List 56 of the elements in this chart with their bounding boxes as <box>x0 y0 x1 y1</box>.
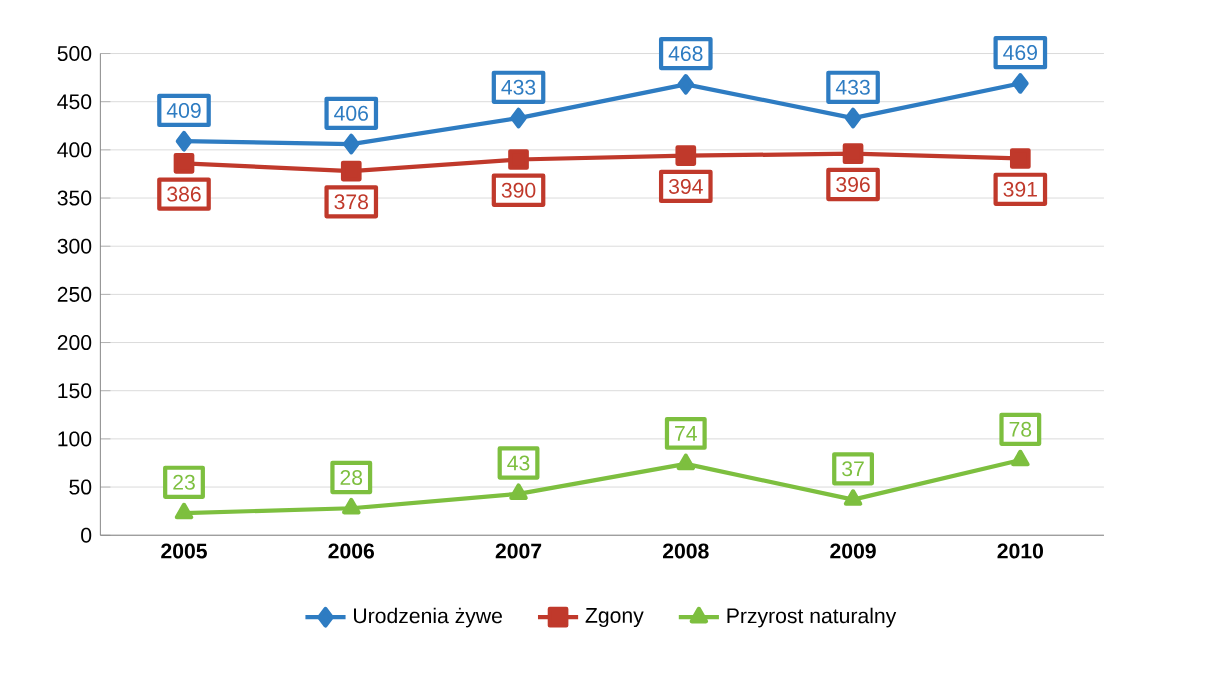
x-tick-label: 2010 <box>997 543 1043 559</box>
legend-label: Przyrost naturalny <box>727 607 897 628</box>
point <box>174 502 194 520</box>
y-tick-label: 400 <box>57 142 92 158</box>
x-tick-label: 2005 <box>161 543 207 559</box>
legend-label: Zgony <box>585 607 644 627</box>
data-label: 390 <box>501 182 536 198</box>
point <box>509 483 528 500</box>
y-tick-label: 0 <box>81 527 92 543</box>
point <box>342 133 360 155</box>
point <box>173 152 195 174</box>
point <box>1011 449 1030 467</box>
point <box>675 145 697 166</box>
legend-label: Urodzenia żywe <box>354 607 502 628</box>
data-label: 394 <box>668 178 703 194</box>
x-tick-label: 2008 <box>662 543 709 559</box>
y-tick-label: 500 <box>57 45 92 61</box>
x-tick-label: 2006 <box>328 543 375 559</box>
data-label: 469 <box>1003 44 1037 60</box>
data-label: 43 <box>507 455 530 471</box>
point <box>677 73 695 95</box>
y-tick-label: 450 <box>57 93 92 109</box>
point <box>1009 147 1031 169</box>
data-label: 433 <box>835 79 870 95</box>
data-label: 37 <box>842 461 864 477</box>
data-label: 78 <box>1009 421 1032 437</box>
y-tick-label: 250 <box>57 286 92 302</box>
y-tick-label: 300 <box>57 238 92 254</box>
data-label: 468 <box>668 45 703 61</box>
data-label: 74 <box>675 425 697 441</box>
data-label: 28 <box>340 469 363 485</box>
point <box>676 453 696 470</box>
point <box>340 160 362 182</box>
data-label: 409 <box>166 102 201 118</box>
point <box>342 497 361 515</box>
y-tick-label: 350 <box>57 190 92 206</box>
point <box>843 489 863 506</box>
data-label: 23 <box>173 474 195 490</box>
data-label: 391 <box>1003 181 1037 197</box>
point <box>1012 72 1029 94</box>
data-label: 396 <box>836 176 870 192</box>
data-label: 406 <box>334 105 368 121</box>
point <box>844 107 862 129</box>
x-tick-label: 2009 <box>830 543 876 559</box>
point <box>510 107 527 129</box>
point <box>175 130 193 152</box>
y-tick-label: 100 <box>58 431 92 447</box>
y-tick-label: 150 <box>58 383 92 399</box>
point <box>842 143 864 164</box>
y-tick-label: 200 <box>57 334 92 350</box>
y-tick-label: 50 <box>69 479 92 495</box>
data-label: 433 <box>501 79 536 95</box>
data-label: 386 <box>167 186 201 202</box>
point <box>508 148 529 170</box>
x-tick-label: 2007 <box>495 543 542 559</box>
data-label: 378 <box>334 194 368 210</box>
